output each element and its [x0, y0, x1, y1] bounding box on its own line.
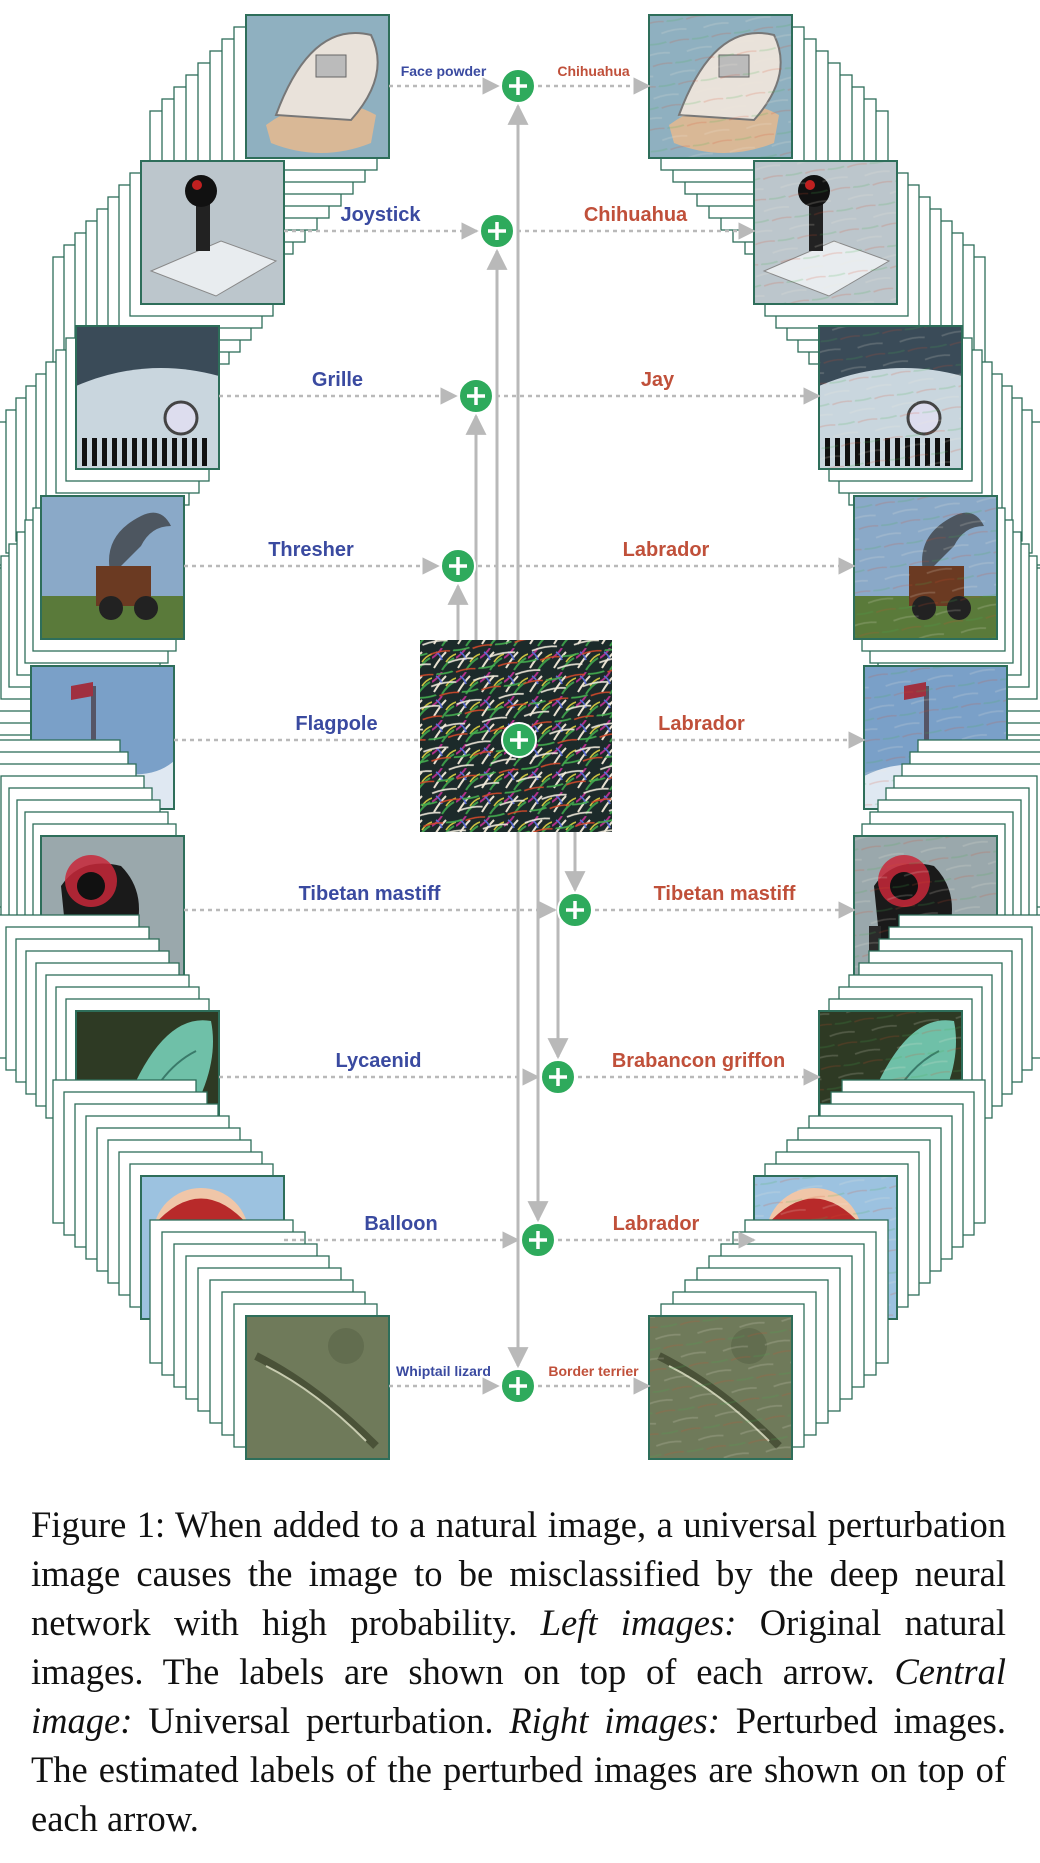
figure-caption: Figure 1: When added to a natural image,…	[31, 1500, 1006, 1843]
left-image-stack-8	[150, 1220, 389, 1459]
right-image-grille	[819, 326, 962, 469]
left-image-thresher	[41, 496, 184, 639]
plus-node	[558, 893, 592, 927]
perturbed-label: Tibetan mastiff	[654, 883, 796, 905]
row-arrows-8	[389, 832, 649, 1386]
original-label: Joystick	[340, 204, 421, 226]
row-arrows-0	[389, 86, 649, 640]
original-label: Whiptail lizard	[396, 1363, 491, 1379]
perturbation-overlay	[649, 15, 792, 158]
perturbed-label: Chihuahua	[584, 204, 688, 226]
original-label: Grille	[312, 369, 363, 391]
original-label: Tibetan mastiff	[299, 883, 441, 905]
original-label: Face powder	[401, 63, 487, 79]
right-image-face-powder	[649, 15, 792, 158]
left-image-grille	[76, 326, 219, 469]
right-image-joystick	[754, 161, 897, 304]
right-image-thresher	[854, 496, 997, 639]
universal-perturbation-figure: Face powder Chihuahua Joystick Chihuahua Gri…	[0, 0, 1040, 1470]
perturbed-label: Chihuahua	[557, 63, 630, 79]
left-image-joystick	[141, 161, 284, 304]
plus-node	[501, 1369, 535, 1403]
perturbation-overlay	[649, 1316, 792, 1459]
plus-node	[521, 1223, 555, 1257]
left-image-face-powder	[246, 15, 389, 158]
perturbation-overlay	[854, 496, 997, 639]
perturbed-label: Border terrier	[548, 1363, 639, 1379]
caption-left-title: Left images:	[541, 1602, 737, 1643]
perturbed-label: Labrador	[658, 713, 745, 735]
original-label: Balloon	[364, 1213, 437, 1235]
caption-right-title: Right images:	[509, 1700, 720, 1741]
plus-node	[502, 723, 536, 757]
perturbed-label: Labrador	[623, 539, 710, 561]
original-label: Flagpole	[295, 713, 377, 735]
perturbed-label: Brabancon griffon	[612, 1050, 785, 1072]
plus-node	[501, 69, 535, 103]
perturbation-overlay	[819, 326, 962, 469]
perturbed-label: Labrador	[613, 1213, 700, 1235]
original-label: Lycaenid	[336, 1050, 422, 1072]
caption-central-text: Universal perturbation.	[132, 1700, 509, 1741]
plus-node	[441, 549, 475, 583]
plus-node	[459, 379, 493, 413]
original-label: Thresher	[268, 539, 354, 561]
left-image-lizard	[246, 1316, 389, 1459]
plus-node	[480, 214, 514, 248]
right-image-lizard	[649, 1316, 792, 1459]
perturbation-overlay	[754, 161, 897, 304]
right-image-stack-8	[649, 1220, 888, 1459]
caption-prefix: Figure 1:	[31, 1504, 175, 1545]
perturbed-label: Jay	[641, 369, 675, 391]
plus-node	[541, 1060, 575, 1094]
